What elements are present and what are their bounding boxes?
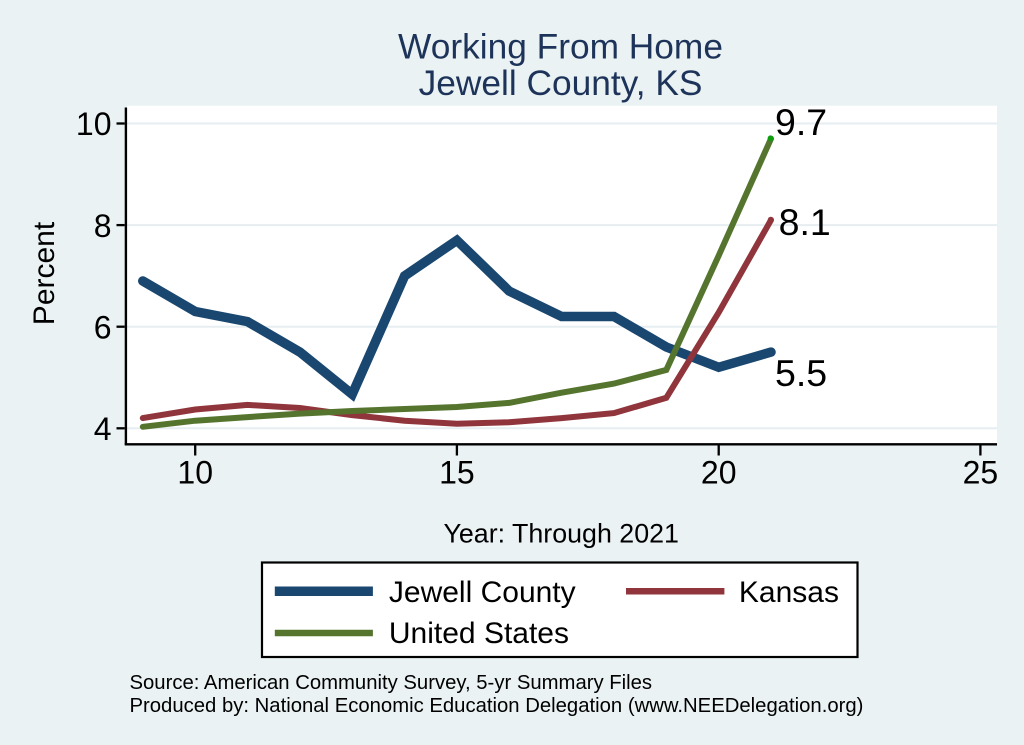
- svg-text:Source: American Community Sur: Source: American Community Survey, 5-yr …: [130, 672, 653, 694]
- svg-text:Percent: Percent: [28, 221, 61, 325]
- svg-text:Jewell County, KS: Jewell County, KS: [419, 64, 703, 103]
- svg-text:Jewell County: Jewell County: [389, 576, 576, 609]
- svg-text:9.7: 9.7: [775, 101, 827, 143]
- svg-text:10: 10: [76, 106, 112, 142]
- svg-text:25: 25: [963, 454, 999, 490]
- svg-text:15: 15: [439, 454, 475, 490]
- svg-text:20: 20: [701, 454, 737, 490]
- svg-text:8.1: 8.1: [779, 201, 831, 243]
- svg-text:5.5: 5.5: [775, 352, 827, 394]
- svg-text:Produced by: National Economic: Produced by: National Economic Education…: [130, 695, 864, 717]
- svg-text:Working From Home: Working From Home: [398, 28, 723, 67]
- svg-text:Kansas: Kansas: [739, 576, 839, 609]
- svg-text:Year: Through 2021: Year: Through 2021: [443, 519, 678, 549]
- svg-text:10: 10: [177, 454, 213, 490]
- svg-text:4: 4: [94, 411, 112, 447]
- svg-text:8: 8: [94, 208, 112, 244]
- svg-text:United States: United States: [389, 617, 569, 650]
- svg-text:6: 6: [94, 309, 112, 345]
